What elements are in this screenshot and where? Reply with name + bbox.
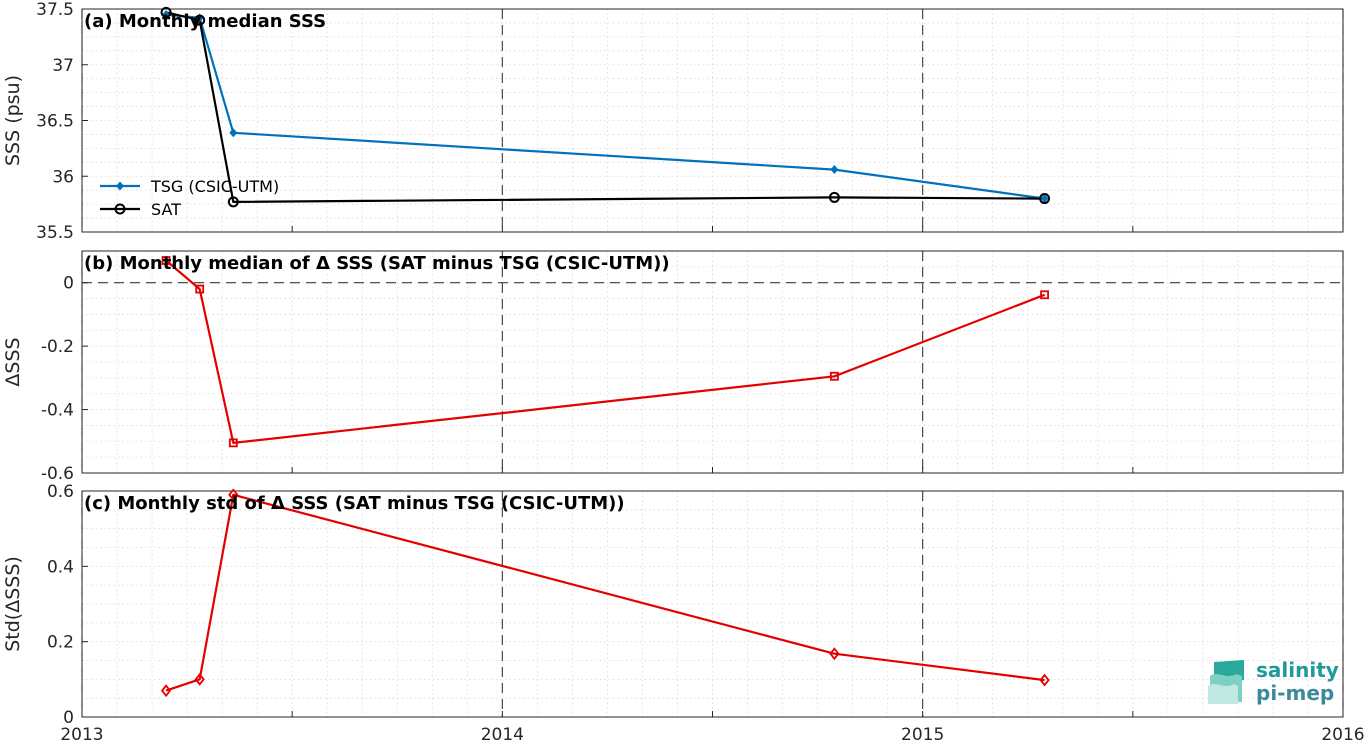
y-tick-label: 0 (63, 274, 74, 294)
panel-title: (c) Monthly std of Δ SSS (SAT minus TSG … (84, 493, 625, 514)
data-point (1039, 193, 1051, 205)
data-point (228, 438, 238, 448)
x-axis-tick-labels: 2013 2014 2015 2016 (60, 725, 1364, 745)
y-tick-label: -0.2 (41, 337, 74, 357)
y-axis-label: ΔSSS (2, 337, 24, 386)
y-tick-label: 36.5 (36, 112, 74, 132)
data-point (229, 128, 238, 138)
panel-title: (b) Monthly median of Δ SSS (SAT minus T… (84, 253, 670, 274)
y-tick-label: -0.6 (41, 464, 74, 484)
x-tick-label: 2013 (60, 725, 103, 745)
data-point (162, 10, 171, 20)
y-tick-label: 36 (52, 167, 74, 187)
logo-line1: salinity (1256, 658, 1339, 682)
data-point (228, 488, 239, 502)
data-point (194, 14, 206, 26)
series-line (165, 11, 1045, 203)
data-point (828, 191, 840, 203)
y-tick-label: 37.5 (36, 0, 74, 20)
legend-marker (114, 203, 126, 215)
data-point (1039, 673, 1050, 687)
data-point (829, 371, 839, 381)
legend: TSG (CSIC-UTM) SAT (100, 177, 279, 219)
data-point (160, 6, 172, 18)
panel-b: -0.6 -0.4 -0.2 0 ΔSSS (b) Monthly median of Δ… (2, 250, 1344, 484)
y-tick-label: 37 (52, 56, 74, 76)
legend-marker (116, 181, 124, 191)
data-point (830, 165, 839, 175)
series-line (165, 259, 1045, 444)
data-point (160, 684, 172, 698)
panel-title: (a) Monthly median SSS (84, 11, 326, 32)
data-point (1040, 194, 1049, 204)
series-line (165, 493, 1045, 692)
panel-c: 0 0.2 0.4 0.6 Std(ΔSSS) (c) Monthly std of Δ … (2, 482, 1344, 728)
legend-entry: TSG (CSIC-UTM) (150, 177, 279, 196)
logo-line2: pi-mep (1256, 681, 1334, 705)
data-point (195, 284, 205, 294)
y-axis-label: SSS (psu) (2, 75, 24, 166)
y-tick-label: 0.4 (47, 557, 74, 577)
y-tick-label: 0 (63, 708, 74, 728)
data-point (194, 672, 205, 686)
x-tick-label: 2014 (481, 725, 524, 745)
y-tick-label: 0.2 (47, 633, 74, 653)
legend-entry: SAT (151, 200, 181, 219)
x-tick-label: 2015 (901, 725, 944, 745)
salinity-pi-mep-logo: salinity pi-mep (1208, 658, 1339, 705)
y-tick-label: 35.5 (36, 223, 74, 243)
data-point (227, 196, 239, 208)
y-axis-label: Std(ΔSSS) (2, 556, 24, 652)
x-tick-label: 2016 (1321, 725, 1364, 745)
data-point (1040, 290, 1049, 300)
data-point (161, 256, 171, 265)
data-point (829, 647, 840, 661)
y-tick-label: 0.6 (47, 482, 74, 502)
panel-a: 35.5 36 36.5 37 37.5 SSS (psu) (a) Monthly med… (2, 0, 1344, 243)
y-tick-label: -0.4 (41, 401, 74, 421)
